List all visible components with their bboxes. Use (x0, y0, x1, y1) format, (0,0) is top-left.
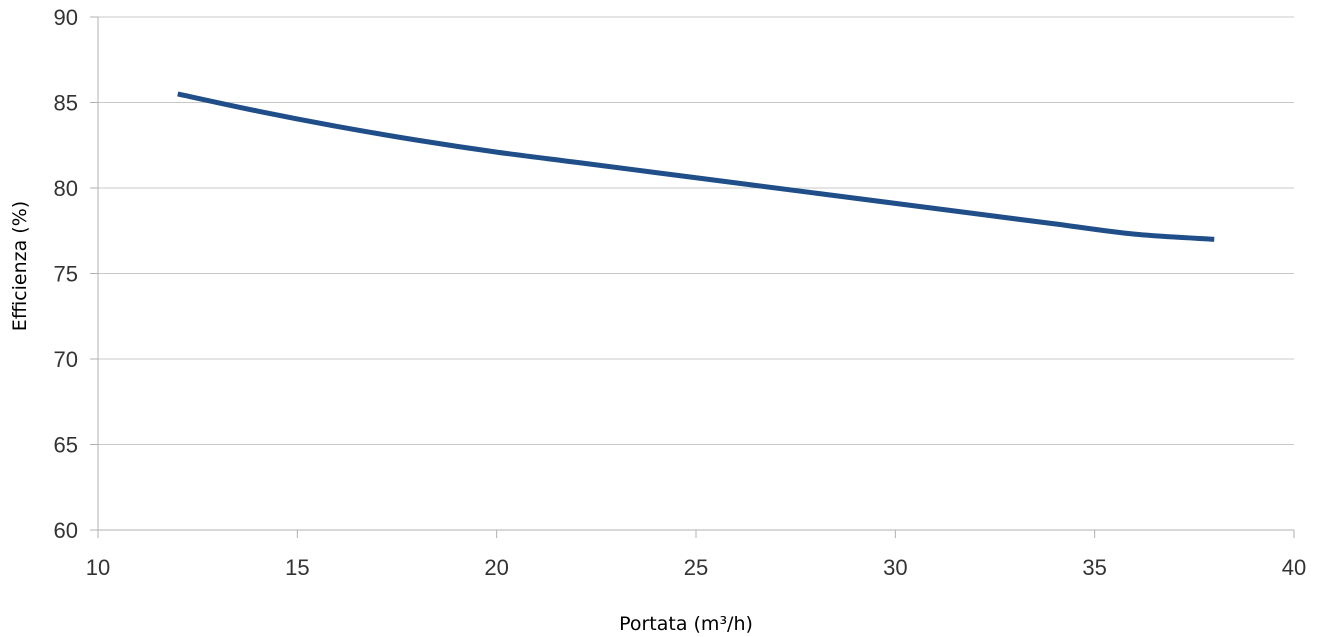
x-tick-label: 35 (1082, 555, 1106, 580)
axes (90, 16, 1295, 538)
y-tick-label: 65 (54, 433, 78, 458)
x-tick-label: 15 (285, 555, 309, 580)
y-axis-title: Efficienza (%) (9, 201, 31, 331)
x-tick-label: 20 (484, 555, 508, 580)
series-layer (177, 91, 1215, 242)
gridlines (98, 16, 1294, 445)
x-tick-label: 10 (86, 555, 110, 580)
x-tick-label: 25 (684, 555, 708, 580)
y-tick-label: 70 (54, 347, 78, 372)
y-tick-label: 80 (54, 176, 78, 201)
y-tick-label: 90 (54, 5, 78, 30)
x-tick-label: 30 (883, 555, 907, 580)
series-line (177, 91, 1215, 242)
x-tick-label: 40 (1282, 555, 1306, 580)
y-tick-label: 85 (54, 91, 78, 116)
y-tick-label: 75 (54, 262, 78, 287)
tick-labels: 60 65 70 75 80 85 90 10 15 20 25 30 35 40 (54, 5, 1307, 580)
y-tick-label: 60 (54, 518, 78, 543)
x-axis-title: Portata (m³/h) (619, 613, 753, 635)
